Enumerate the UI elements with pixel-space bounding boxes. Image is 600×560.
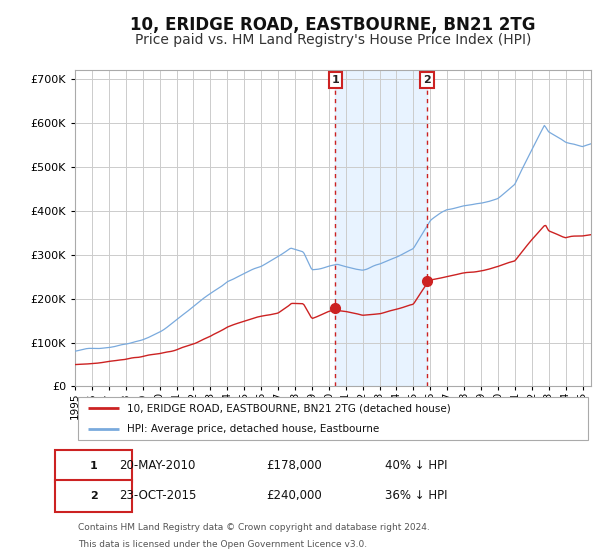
- Bar: [335, 70, 427, 386]
- Text: 1: 1: [331, 74, 339, 85]
- Text: £178,000: £178,000: [266, 459, 322, 473]
- Text: 2: 2: [90, 491, 97, 501]
- Text: 10, ERIDGE ROAD, EASTBOURNE, BN21 2TG: 10, ERIDGE ROAD, EASTBOURNE, BN21 2TG: [130, 16, 536, 34]
- Text: 36% ↓ HPI: 36% ↓ HPI: [385, 489, 447, 502]
- Text: £240,000: £240,000: [266, 489, 322, 502]
- Text: HPI: Average price, detached house, Eastbourne: HPI: Average price, detached house, East…: [127, 424, 379, 435]
- Text: 10, ERIDGE ROAD, EASTBOURNE, BN21 2TG (detached house): 10, ERIDGE ROAD, EASTBOURNE, BN21 2TG (d…: [127, 403, 451, 413]
- Text: This data is licensed under the Open Government Licence v3.0.: This data is licensed under the Open Gov…: [77, 540, 367, 549]
- FancyBboxPatch shape: [77, 397, 589, 440]
- Text: 2: 2: [423, 74, 431, 85]
- Text: Price paid vs. HM Land Registry's House Price Index (HPI): Price paid vs. HM Land Registry's House …: [135, 33, 531, 47]
- FancyBboxPatch shape: [55, 450, 132, 482]
- Text: 1: 1: [90, 461, 97, 471]
- Text: Contains HM Land Registry data © Crown copyright and database right 2024.: Contains HM Land Registry data © Crown c…: [77, 524, 430, 533]
- FancyBboxPatch shape: [55, 480, 132, 511]
- Text: 40% ↓ HPI: 40% ↓ HPI: [385, 459, 447, 473]
- Text: 23-OCT-2015: 23-OCT-2015: [119, 489, 196, 502]
- Text: 20-MAY-2010: 20-MAY-2010: [119, 459, 195, 473]
